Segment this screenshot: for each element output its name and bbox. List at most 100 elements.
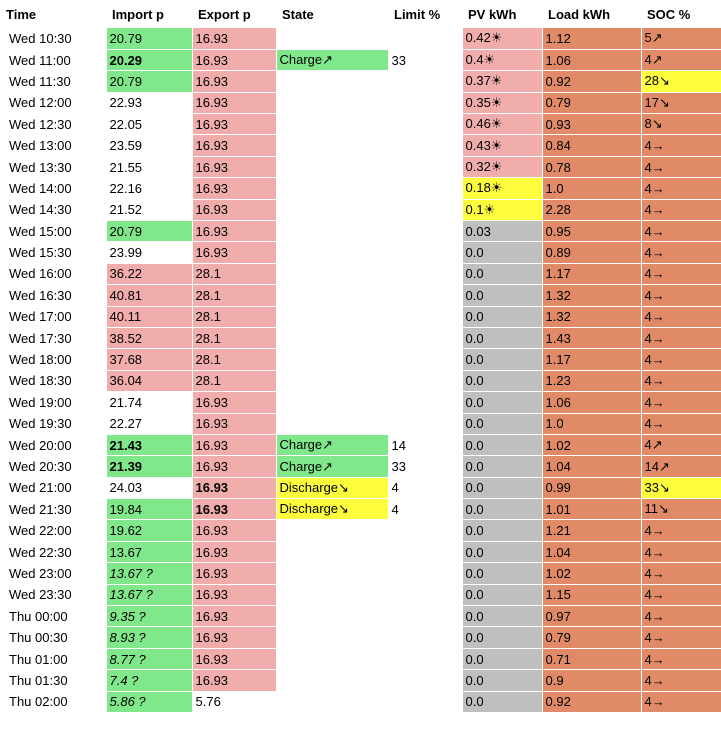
table-row: Wed 10:30 20.79 16.93 0.42☀ 1.12 5↗ — [0, 28, 721, 50]
cell-state — [276, 241, 389, 264]
header-state: State — [276, 0, 388, 28]
cell-state — [276, 284, 389, 307]
cell-time: Wed 12:30 — [0, 113, 107, 136]
cell-import-price: 13.67 ? — [106, 584, 193, 607]
cell-pv-kwh: 0.0 — [462, 691, 543, 714]
cell-import-price: 24.03 — [106, 477, 193, 500]
cell-soc: 4→ — [641, 541, 721, 564]
cell-time: Wed 14:00 — [0, 177, 107, 200]
cell-import-price: 22.16 — [106, 177, 193, 200]
cell-pv-kwh: 0.0 — [462, 413, 543, 435]
cell-pv-kwh: 0.0 — [462, 477, 543, 500]
cell-time: Wed 20:00 — [0, 434, 107, 457]
cell-import-price: 21.52 — [106, 199, 193, 222]
cell-limit — [388, 541, 463, 564]
cell-pv-kwh: 0.0 — [462, 306, 543, 328]
cell-export-price: 16.93 — [192, 70, 277, 93]
cell-load-kwh: 0.89 — [542, 241, 642, 264]
cell-soc: 5↗ — [641, 28, 721, 50]
cell-import-price: 37.68 — [106, 348, 193, 371]
table-row: Thu 01:30 7.4 ? 16.93 0.0 0.9 4→ — [0, 669, 721, 692]
cell-time: Wed 15:00 — [0, 220, 107, 243]
cell-limit — [388, 28, 463, 50]
cell-soc: 33↘ — [641, 477, 721, 500]
cell-load-kwh: 1.15 — [542, 584, 642, 607]
cell-pv-kwh: 0.43☀ — [462, 134, 543, 157]
cell-pv-kwh: 0.18☀ — [462, 177, 543, 200]
cell-export-price: 16.93 — [192, 541, 277, 564]
cell-pv-kwh: 0.0 — [462, 605, 543, 628]
cell-time: Wed 13:30 — [0, 156, 107, 179]
table-row: Wed 12:30 22.05 16.93 0.46☀ 0.93 8↘ — [0, 113, 721, 136]
table-row: Wed 17:00 40.11 28.1 0.0 1.32 4→ — [0, 306, 721, 328]
cell-export-price: 16.93 — [192, 113, 277, 136]
cell-load-kwh: 0.78 — [542, 156, 642, 179]
cell-import-price: 22.27 — [106, 413, 193, 435]
cell-state — [276, 605, 389, 628]
cell-pv-kwh: 0.0 — [462, 584, 543, 607]
cell-pv-kwh: 0.0 — [462, 498, 543, 521]
cell-limit — [388, 327, 463, 350]
cell-import-price: 19.62 — [106, 519, 193, 542]
cell-time: Thu 01:30 — [0, 669, 107, 692]
table-row: Thu 00:30 8.93 ? 16.93 0.0 0.79 4→ — [0, 626, 721, 649]
table-row: Wed 11:30 20.79 16.93 0.37☀ 0.92 28↘ — [0, 70, 721, 93]
cell-time: Thu 01:00 — [0, 648, 107, 671]
cell-soc: 4→ — [641, 199, 721, 222]
header-soc: SOC % — [641, 0, 721, 28]
cell-export-price: 16.93 — [192, 241, 277, 264]
cell-state: Charge↗ — [276, 455, 389, 478]
cell-export-price: 16.93 — [192, 669, 277, 692]
cell-import-price: 23.99 — [106, 241, 193, 264]
cell-limit: 33 — [388, 49, 463, 72]
cell-limit — [388, 584, 463, 607]
cell-pv-kwh: 0.4☀ — [462, 49, 543, 72]
cell-soc: 4→ — [641, 241, 721, 264]
table-row: Wed 18:00 37.68 28.1 0.0 1.17 4→ — [0, 348, 721, 371]
cell-limit — [388, 562, 463, 585]
cell-time: Wed 18:00 — [0, 348, 107, 371]
table-row: Wed 21:00 24.03 16.93 Discharge↘ 4 0.0 0.99 33↘ — [0, 477, 721, 500]
cell-export-price: 5.76 — [192, 691, 277, 714]
cell-load-kwh: 0.99 — [542, 477, 642, 500]
cell-export-price: 16.93 — [192, 391, 277, 414]
cell-pv-kwh: 0.0 — [462, 519, 543, 542]
cell-soc: 4→ — [641, 391, 721, 414]
cell-pv-kwh: 0.0 — [462, 327, 543, 350]
cell-time: Wed 22:30 — [0, 541, 107, 564]
cell-time: Wed 23:00 — [0, 562, 107, 585]
cell-import-price: 22.05 — [106, 113, 193, 136]
cell-limit: 33 — [388, 455, 463, 478]
cell-export-price: 16.93 — [192, 584, 277, 607]
cell-load-kwh: 1.32 — [542, 284, 642, 307]
cell-pv-kwh: 0.0 — [462, 370, 543, 393]
cell-soc: 4→ — [641, 584, 721, 607]
cell-load-kwh: 0.79 — [542, 626, 642, 649]
cell-soc: 4→ — [641, 284, 721, 307]
cell-soc: 4→ — [641, 134, 721, 157]
cell-limit — [388, 691, 463, 714]
cell-state: Charge↗ — [276, 434, 389, 457]
cell-import-price: 36.22 — [106, 263, 193, 286]
cell-state — [276, 626, 389, 649]
cell-load-kwh: 1.06 — [542, 49, 642, 72]
cell-pv-kwh: 0.46☀ — [462, 113, 543, 136]
cell-time: Wed 21:30 — [0, 498, 107, 521]
table-row: Wed 14:00 22.16 16.93 0.18☀ 1.0 4→ — [0, 177, 721, 200]
cell-soc: 4→ — [641, 562, 721, 585]
cell-time: Wed 17:00 — [0, 306, 107, 328]
cell-import-price: 20.79 — [106, 28, 193, 50]
cell-soc: 4→ — [641, 306, 721, 328]
cell-pv-kwh: 0.1☀ — [462, 199, 543, 222]
cell-limit — [388, 263, 463, 286]
cell-pv-kwh: 0.0 — [462, 541, 543, 564]
cell-soc: 4→ — [641, 669, 721, 692]
cell-import-price: 8.77 ? — [106, 648, 193, 671]
cell-export-price: 16.93 — [192, 413, 277, 435]
cell-limit — [388, 241, 463, 264]
cell-time: Wed 23:30 — [0, 584, 107, 607]
cell-limit — [388, 626, 463, 649]
cell-load-kwh: 0.92 — [542, 70, 642, 93]
cell-load-kwh: 1.17 — [542, 348, 642, 371]
cell-time: Wed 14:30 — [0, 199, 107, 222]
